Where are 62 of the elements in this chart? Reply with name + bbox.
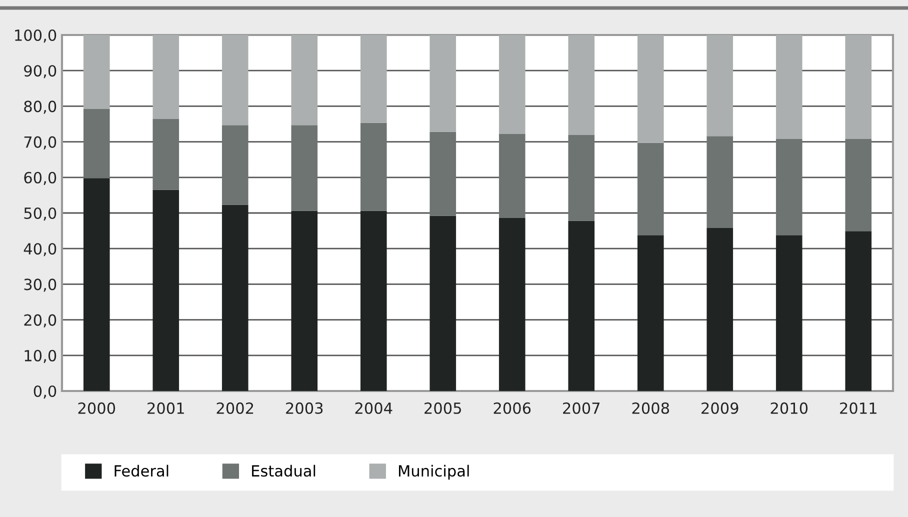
x-tick-label: 2010 — [770, 402, 808, 414]
y-tick-label: 100,0 — [15, 29, 56, 43]
bar — [706, 136, 734, 228]
bar — [360, 122, 387, 211]
bar — [637, 235, 664, 391]
bar — [498, 134, 526, 218]
bar — [637, 142, 664, 236]
bar — [291, 35, 318, 126]
x-tick-label: 2001 — [148, 402, 184, 414]
y-tick-label: 10,0 — [24, 350, 56, 363]
y-tick-label: 90,0 — [24, 65, 56, 78]
x-tick-label: 2005 — [424, 402, 461, 414]
bar — [430, 132, 456, 216]
y-tick-label: 60,0 — [24, 172, 56, 185]
bar — [83, 35, 110, 110]
bar — [222, 35, 248, 126]
bar — [568, 220, 595, 391]
y-tick-label: 0,0 — [34, 385, 56, 399]
bar — [706, 35, 734, 136]
legend-label: Municipal — [398, 464, 469, 480]
bar — [498, 218, 526, 391]
y-tick-label: 70,0 — [24, 136, 56, 150]
x-tick-label: 2004 — [355, 402, 392, 414]
bar — [845, 35, 872, 139]
y-tick-label: 30,0 — [24, 278, 56, 292]
bar — [776, 35, 802, 139]
y-tick-label: 80,0 — [24, 100, 56, 114]
x-tick-label: 2006 — [494, 402, 531, 414]
bar — [222, 125, 248, 205]
bar — [776, 138, 802, 236]
bar — [83, 178, 110, 391]
bar — [637, 35, 664, 143]
bar — [83, 109, 110, 178]
x-tick-label: 2009 — [702, 402, 738, 414]
legend-label: Estadual — [252, 464, 316, 477]
x-tick-label: 2008 — [632, 402, 670, 414]
bar — [152, 119, 180, 190]
bar — [776, 235, 802, 391]
bar — [568, 35, 595, 136]
bar — [498, 35, 526, 134]
x-tick-label: 2011 — [840, 402, 876, 414]
y-tick-label: 20,0 — [24, 314, 56, 328]
x-tick-label: 2003 — [286, 402, 323, 414]
bar — [152, 190, 180, 391]
x-tick-label: 2007 — [563, 402, 600, 414]
bar — [291, 125, 318, 211]
bar — [291, 210, 318, 391]
y-tick-label: 40,0 — [24, 243, 56, 256]
y-tick-label: 50,0 — [24, 207, 56, 221]
bar — [152, 35, 180, 120]
x-tick-label: 2002 — [216, 402, 254, 414]
bar — [360, 35, 387, 123]
bar — [430, 216, 456, 391]
bar — [568, 135, 595, 221]
bar — [706, 228, 734, 391]
x-tick-label: 2000 — [78, 402, 116, 414]
bar — [430, 35, 456, 132]
bar — [222, 204, 248, 391]
bar — [845, 138, 872, 232]
bar — [360, 210, 387, 391]
bar — [845, 231, 872, 391]
legend-label: Federal — [114, 464, 168, 477]
